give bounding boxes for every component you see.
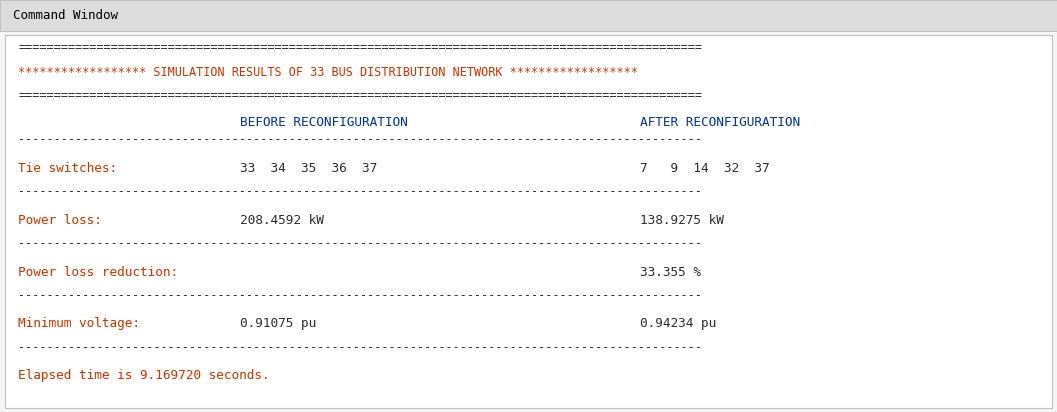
Text: 33.355 %: 33.355 % [639,265,701,279]
Text: Elapsed time is 9.169720 seconds.: Elapsed time is 9.169720 seconds. [18,370,270,382]
Text: --------------------------------------------------------------------------------: ----------------------------------------… [18,237,702,250]
Text: 208.4592 kW: 208.4592 kW [240,213,323,227]
Text: Power loss:: Power loss: [18,213,101,227]
Text: Power loss reduction:: Power loss reduction: [18,265,179,279]
Text: Minimum voltage:: Minimum voltage: [18,318,140,330]
Text: 7   9  14  32  37: 7 9 14 32 37 [639,162,769,175]
Text: ****************** SIMULATION RESULTS OF 33 BUS DISTRIBUTION NETWORK ***********: ****************** SIMULATION RESULTS OF… [18,66,637,79]
Text: BEFORE RECONFIGURATION: BEFORE RECONFIGURATION [240,115,408,129]
Text: 138.9275 kW: 138.9275 kW [639,213,724,227]
Text: 0.94234 pu: 0.94234 pu [639,318,717,330]
Text: ================================================================================: ========================================… [18,89,702,103]
Text: ================================================================================: ========================================… [18,42,702,54]
Text: 0.91075 pu: 0.91075 pu [240,318,316,330]
Text: --------------------------------------------------------------------------------: ----------------------------------------… [18,290,702,302]
Text: --------------------------------------------------------------------------------: ----------------------------------------… [18,185,702,199]
Text: Tie switches:: Tie switches: [18,162,117,175]
Text: 33  34  35  36  37: 33 34 35 36 37 [240,162,377,175]
Text: AFTER RECONFIGURATION: AFTER RECONFIGURATION [639,115,800,129]
Text: --------------------------------------------------------------------------------: ----------------------------------------… [18,133,702,147]
Text: Command Window: Command Window [13,9,117,22]
Text: --------------------------------------------------------------------------------: ----------------------------------------… [18,342,702,354]
